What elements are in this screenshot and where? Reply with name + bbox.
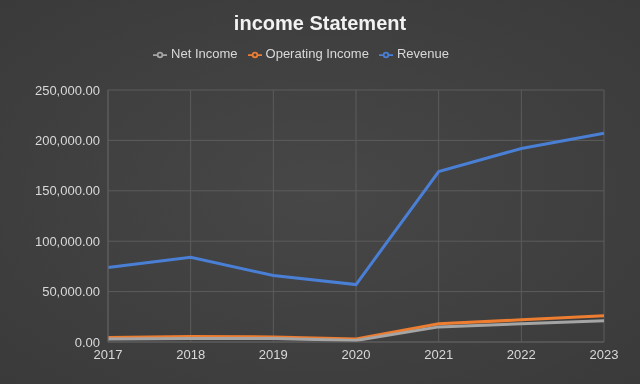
- svg-text:2019: 2019: [259, 347, 288, 362]
- svg-text:2020: 2020: [342, 347, 371, 362]
- svg-text:2018: 2018: [176, 347, 205, 362]
- html-text:Operating Income: Operating Income: [265, 46, 369, 61]
- svg-text:2017: 2017: [93, 347, 123, 363]
- html-text:Net Income: Net Income: [171, 46, 238, 61]
- html-text:income Statement: income Statement: [233, 12, 407, 34]
- svg-text:2022: 2022: [507, 347, 536, 362]
- svg-text:2021: 2021: [424, 347, 453, 362]
- svg-text:100,000.00: 100,000.00: [35, 234, 100, 249]
- html-text:Revenue: Revenue: [396, 46, 449, 61]
- svg-text:200,000.00: 200,000.00: [35, 133, 100, 148]
- svg-text:2023: 2023: [590, 347, 619, 362]
- svg-text:150,000.00: 150,000.00: [35, 183, 100, 198]
- svg-text:0.00: 0.00: [75, 335, 100, 350]
- svg-text:250,000.00: 250,000.00: [35, 83, 100, 98]
- svg-text:50,000.00: 50,000.00: [42, 284, 100, 299]
